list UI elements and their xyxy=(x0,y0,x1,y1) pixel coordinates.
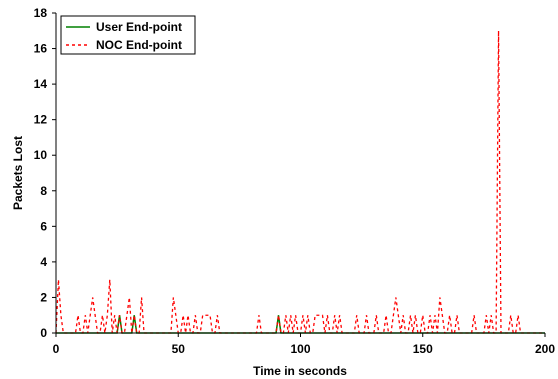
x-axis-title: Time in seconds xyxy=(253,364,347,378)
y-tick-label: 10 xyxy=(34,148,48,162)
y-tick-label: 6 xyxy=(40,219,47,233)
x-tick-label: 50 xyxy=(172,342,186,356)
y-tick-label: 0 xyxy=(40,326,47,340)
y-axis-title: Packets Lost xyxy=(11,136,25,210)
x-tick-label: 0 xyxy=(53,342,60,356)
legend-label-noc: NOC End-point xyxy=(96,38,182,52)
x-tick-label: 200 xyxy=(535,342,555,356)
y-tick-label: 14 xyxy=(34,77,48,91)
legend-box xyxy=(60,15,196,55)
y-tick-label: 12 xyxy=(34,113,48,127)
plot-area xyxy=(56,13,545,333)
legend-label-user: User End-point xyxy=(96,20,182,34)
y-tick-label: 4 xyxy=(40,255,47,269)
series-layer xyxy=(55,30,545,334)
legend: User End-point NOC End-point xyxy=(60,15,196,55)
y-tick-label: 2 xyxy=(40,290,47,304)
x-tick-label: 150 xyxy=(413,342,433,356)
y-tick-label: 18 xyxy=(34,6,48,20)
y-tick-label: 8 xyxy=(40,184,47,198)
x-tick-label: 100 xyxy=(290,342,310,356)
ticks-layer: 0 2 4 6 8 10 12 14 16 18 0 50 100 150 200 xyxy=(34,6,556,356)
y-tick-label: 16 xyxy=(34,42,48,56)
